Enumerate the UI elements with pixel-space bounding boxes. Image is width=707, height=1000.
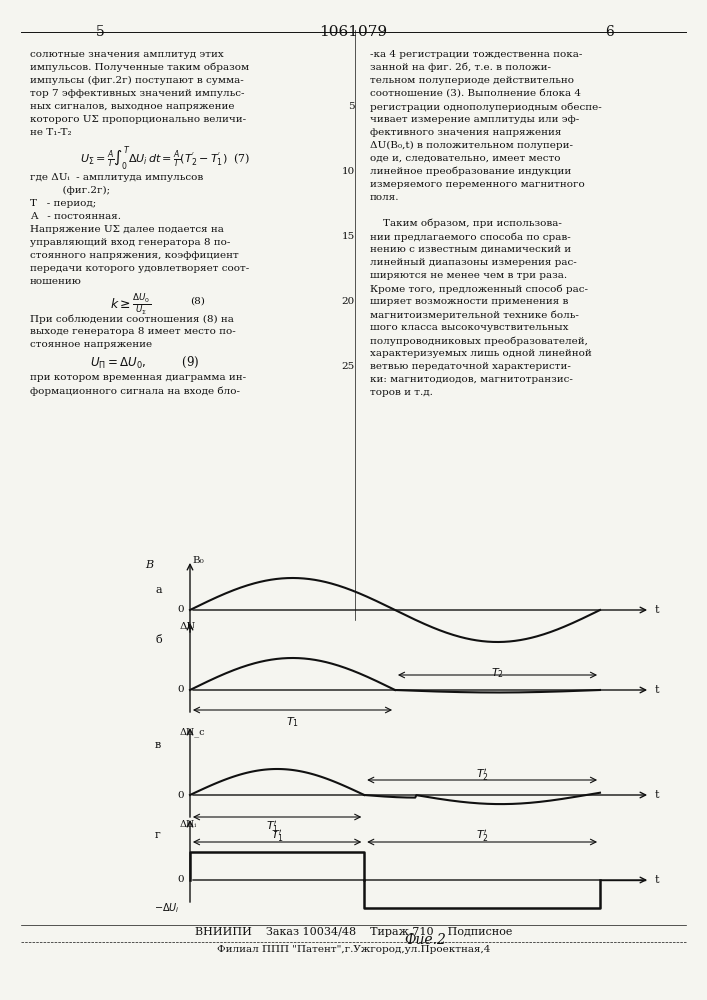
Text: Фue.2: Фue.2	[404, 933, 446, 947]
Text: 0: 0	[177, 790, 184, 800]
Text: в: в	[155, 740, 161, 750]
Text: при котором временная диаграмма ин-: при котором временная диаграмма ин-	[30, 373, 246, 382]
Text: t: t	[655, 790, 660, 800]
Text: $T_1$: $T_1$	[286, 715, 299, 729]
Text: t: t	[655, 875, 660, 885]
Text: фективного значения напряжения: фективного значения напряжения	[370, 128, 561, 137]
Text: ширяются не менее чем в три раза.: ширяются не менее чем в три раза.	[370, 271, 567, 280]
Text: выходе генератора 8 имеет место по-: выходе генератора 8 имеет место по-	[30, 327, 235, 336]
Text: импульсов. Полученные таким образом: импульсов. Полученные таким образом	[30, 63, 249, 73]
Text: ношению: ношению	[30, 277, 82, 286]
Text: стоянное напряжение: стоянное напряжение	[30, 340, 152, 349]
Text: $T_2'$: $T_2'$	[476, 767, 489, 783]
Text: б: б	[155, 635, 162, 645]
Text: 6: 6	[606, 25, 614, 39]
Text: которого UΣ пропорционально величи-: которого UΣ пропорционально величи-	[30, 115, 246, 124]
Text: $U_{\Sigma}=\frac{A}{T}\int_{0}^{T}\Delta U_i\,dt=\frac{A}{T}(T_2^{'}-T_1^{'})$ : $U_{\Sigma}=\frac{A}{T}\int_{0}^{T}\Delt…	[80, 145, 250, 173]
Text: t: t	[655, 685, 660, 695]
Text: ΔU_c: ΔU_c	[180, 727, 206, 737]
Text: В₀: В₀	[192, 556, 204, 565]
Text: где ΔUᵢ  - амплитуда импульсов: где ΔUᵢ - амплитуда импульсов	[30, 173, 203, 182]
Text: $T_2$: $T_2$	[491, 666, 504, 680]
Text: характеризуемых лишь одной линейной: характеризуемых лишь одной линейной	[370, 349, 592, 358]
Text: Кроме того, предложенный способ рас-: Кроме того, предложенный способ рас-	[370, 284, 588, 294]
Text: стоянного напряжения, коэффициент: стоянного напряжения, коэффициент	[30, 251, 239, 260]
Text: t: t	[655, 605, 660, 615]
Text: 0: 0	[177, 876, 184, 884]
Text: регистрации однополупериодным обеспе-: регистрации однополупериодным обеспе-	[370, 102, 602, 111]
Text: линейное преобразование индукции: линейное преобразование индукции	[370, 167, 571, 176]
Text: 25: 25	[341, 362, 355, 371]
Text: не T₁-T₂: не T₁-T₂	[30, 128, 71, 137]
Text: занной на фиг. 2б, т.е. в положи-: занной на фиг. 2б, т.е. в положи-	[370, 63, 551, 73]
Text: T   - период;: T - период;	[30, 199, 96, 208]
Text: измеряемого переменного магнитного: измеряемого переменного магнитного	[370, 180, 585, 189]
Text: ΔU: ΔU	[180, 622, 197, 631]
Text: линейный диапазоны измерения рас-: линейный диапазоны измерения рас-	[370, 258, 577, 267]
Text: Напряжение UΣ далее подается на: Напряжение UΣ далее подается на	[30, 225, 224, 234]
Text: (фиг.2г);: (фиг.2г);	[30, 186, 110, 195]
Text: импульсы (фиг.2г) поступают в сумма-: импульсы (фиг.2г) поступают в сумма-	[30, 76, 244, 85]
Text: солютные значения амплитуд этих: солютные значения амплитуд этих	[30, 50, 223, 59]
Text: Таким образом, при использова-: Таким образом, при использова-	[370, 219, 562, 229]
Text: ΔUᵢ: ΔUᵢ	[180, 820, 197, 829]
Text: поля.: поля.	[370, 193, 399, 202]
Text: $-\Delta U_i$: $-\Delta U_i$	[154, 901, 180, 915]
Text: ных сигналов, выходное напряжение: ных сигналов, выходное напряжение	[30, 102, 235, 111]
Text: 15: 15	[341, 232, 355, 241]
Text: $T_2'$: $T_2'$	[476, 828, 489, 844]
Text: A   - постоянная.: A - постоянная.	[30, 212, 121, 221]
Text: Филиал ППП "Патент",г.Ужгород,ул.Проектная,4: Филиал ППП "Патент",г.Ужгород,ул.Проектн…	[217, 945, 490, 954]
Text: шого класса высокочувствительных: шого класса высокочувствительных	[370, 323, 568, 332]
Text: чивает измерение амплитуды или эф-: чивает измерение амплитуды или эф-	[370, 115, 579, 124]
Text: а: а	[155, 585, 162, 595]
Text: ки: магнитодиодов, магнитотранзис-: ки: магнитодиодов, магнитотранзис-	[370, 375, 573, 384]
Text: В: В	[145, 560, 153, 570]
Text: (8): (8)	[190, 297, 205, 306]
Text: 5: 5	[95, 25, 105, 39]
Text: тельном полупериоде действительно: тельном полупериоде действительно	[370, 76, 574, 85]
Text: нии предлагаемого способа по срав-: нии предлагаемого способа по срав-	[370, 232, 571, 241]
Text: формационного сигнала на входе бло-: формационного сигнала на входе бло-	[30, 386, 240, 395]
Text: полупроводниковых преобразователей,: полупроводниковых преобразователей,	[370, 336, 588, 346]
Text: $k \geq \frac{\Delta U_0}{U_{\Sigma}}$: $k \geq \frac{\Delta U_0}{U_{\Sigma}}$	[110, 292, 151, 317]
Text: оде и, следовательно, имеет место: оде и, следовательно, имеет место	[370, 154, 561, 163]
Text: ширяет возможности применения в: ширяет возможности применения в	[370, 297, 568, 306]
Text: тор 7 эффективных значений импульс-: тор 7 эффективных значений импульс-	[30, 89, 245, 98]
Text: управляющий вход генератора 8 по-: управляющий вход генератора 8 по-	[30, 238, 230, 247]
Text: ΔU(B₀,t) в положительном полупери-: ΔU(B₀,t) в положительном полупери-	[370, 141, 573, 150]
Text: ВНИИПИ    Заказ 10034/48    Тираж 710    Подписное: ВНИИПИ Заказ 10034/48 Тираж 710 Подписно…	[195, 927, 512, 937]
Text: $U_\Pi = \Delta U_0,$         (9): $U_\Pi = \Delta U_0,$ (9)	[90, 355, 199, 370]
Text: нению с известным динамический и: нению с известным динамический и	[370, 245, 571, 254]
Text: соотношение (3). Выполнение блока 4: соотношение (3). Выполнение блока 4	[370, 89, 581, 98]
Text: 0: 0	[177, 605, 184, 614]
Text: 5: 5	[349, 102, 355, 111]
Text: г: г	[155, 830, 160, 840]
Text: ветвью передаточной характеристи-: ветвью передаточной характеристи-	[370, 362, 571, 371]
Text: При соблюдении соотношения (8) на: При соблюдении соотношения (8) на	[30, 314, 234, 324]
Text: 10: 10	[341, 167, 355, 176]
Text: $T_1'$: $T_1'$	[266, 819, 279, 835]
Text: -ка 4 регистрации тождественна пока-: -ка 4 регистрации тождественна пока-	[370, 50, 583, 59]
Text: 20: 20	[341, 297, 355, 306]
Text: 0: 0	[177, 686, 184, 694]
Text: $T_1'$: $T_1'$	[271, 828, 284, 844]
Text: 1061079: 1061079	[320, 25, 387, 39]
Text: передачи которого удовлетворяет соот-: передачи которого удовлетворяет соот-	[30, 264, 250, 273]
Text: торов и т.д.: торов и т.д.	[370, 388, 433, 397]
Text: магнитоизмерительной технике боль-: магнитоизмерительной технике боль-	[370, 310, 579, 320]
